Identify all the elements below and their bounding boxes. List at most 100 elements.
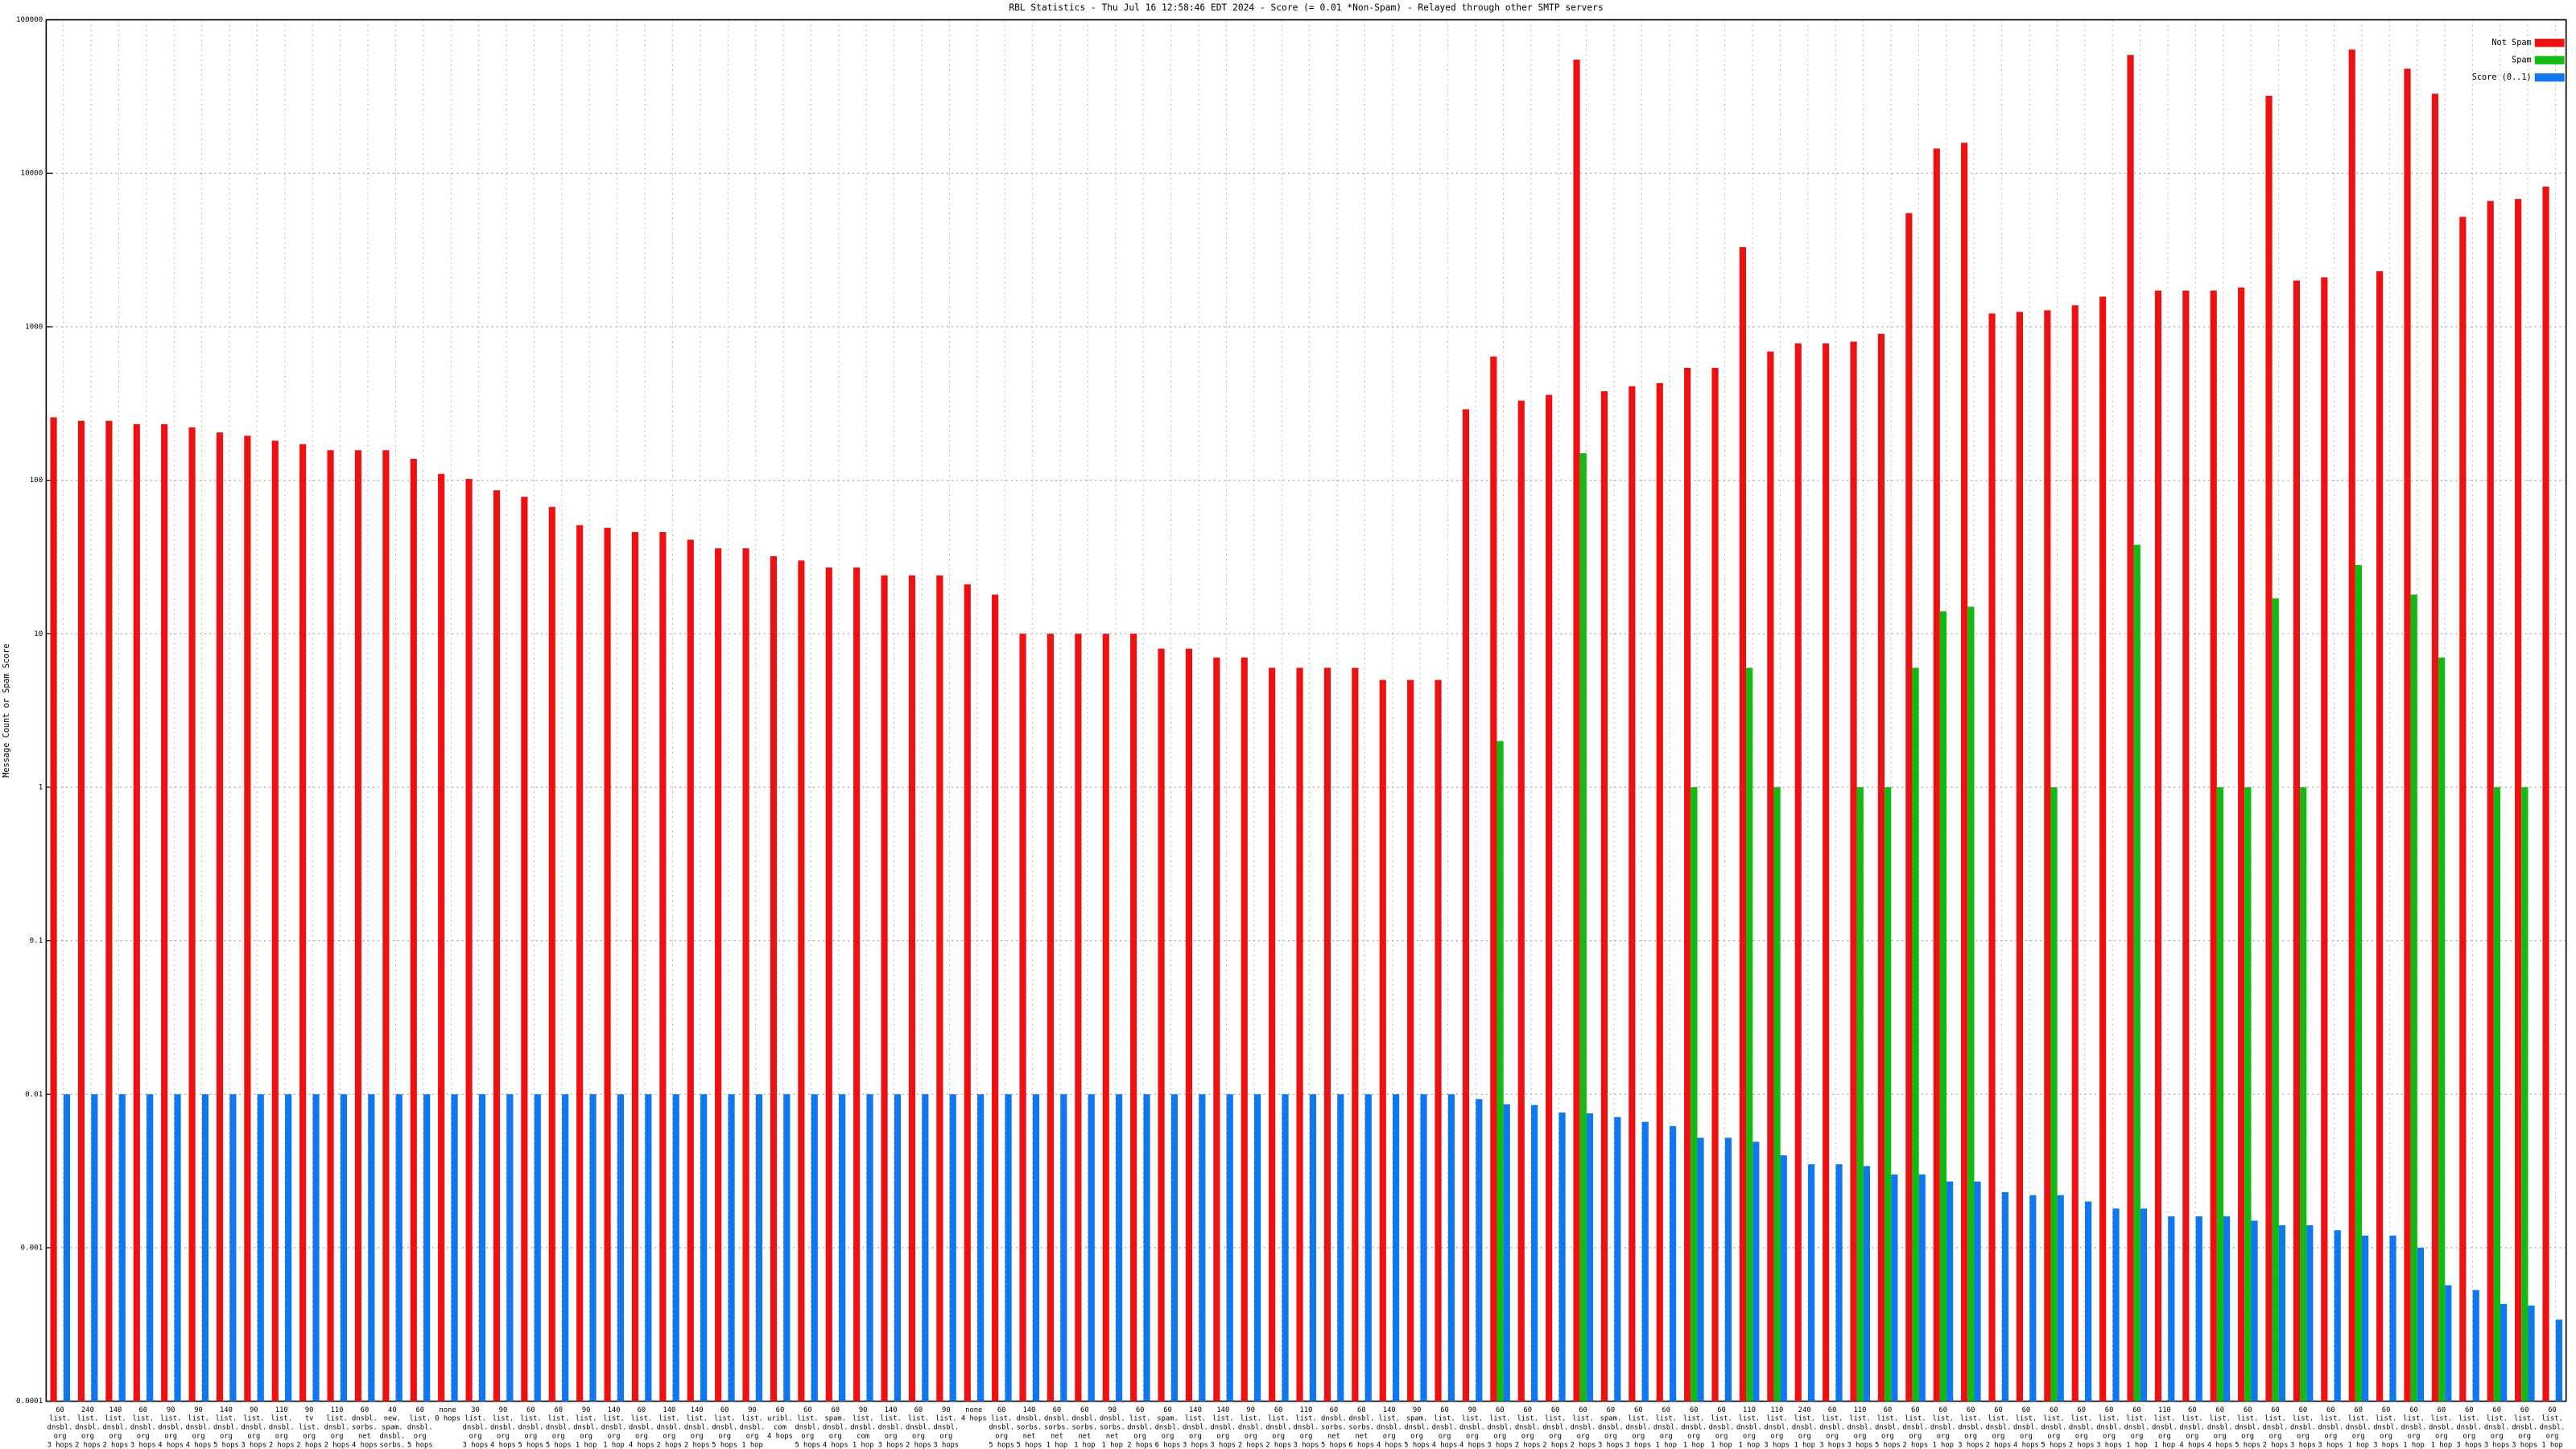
x-tick-line: 60 bbox=[2354, 1406, 2363, 1414]
bar bbox=[1629, 386, 1636, 1402]
x-tick-label: none 0 hops bbox=[435, 1406, 460, 1422]
bar bbox=[147, 1094, 154, 1402]
bar bbox=[2272, 598, 2279, 1402]
x-tick-line: net bbox=[1023, 1432, 1036, 1440]
x-tick-line: dnsbl. bbox=[47, 1423, 73, 1431]
x-tick-line: list. bbox=[1572, 1414, 1593, 1422]
x-tick-label: 60 list. dnsbl. org 2 hops bbox=[1265, 1406, 1291, 1448]
x-tick-line: list. bbox=[908, 1414, 929, 1422]
bar bbox=[866, 1094, 873, 1402]
x-tick-line: 3 hops bbox=[130, 1441, 156, 1449]
x-tick-line: 110 bbox=[331, 1406, 344, 1414]
x-tick-label: 60 list. dnsbl. org 1 hop bbox=[2124, 1406, 2150, 1448]
bar bbox=[2487, 200, 2494, 1402]
legend-swatch bbox=[2534, 56, 2565, 64]
bar bbox=[327, 450, 334, 1402]
x-tick-line: dnsbl. bbox=[823, 1423, 848, 1431]
x-tick-line: dnsbl. bbox=[2235, 1423, 2260, 1431]
x-tick-label: 30 list. dnsbl. org 3 hops bbox=[463, 1406, 489, 1448]
x-tick-line: spam. bbox=[1406, 1414, 1427, 1422]
x-tick-line: 6 hops bbox=[1348, 1441, 1374, 1449]
x-tick-line: list. bbox=[1905, 1414, 1926, 1422]
x-tick-label: 60 list. dnsbl. org 5 hops bbox=[712, 1406, 737, 1448]
bar bbox=[2085, 1201, 2092, 1402]
x-tick-line: 60 bbox=[1994, 1406, 2003, 1414]
x-tick-line: org bbox=[1854, 1432, 1867, 1440]
x-tick-label: 60 dnsbl. sorbs. net 1 hop bbox=[1071, 1406, 1097, 1448]
x-tick-line: dnsbl. bbox=[1709, 1423, 1735, 1431]
x-tick-line: 2 hops bbox=[906, 1441, 931, 1449]
x-tick-line: 140 bbox=[220, 1406, 233, 1414]
bar bbox=[299, 444, 307, 1402]
x-tick-line: list. bbox=[1295, 1414, 1316, 1422]
bar bbox=[1503, 1104, 1510, 1402]
bar bbox=[2438, 657, 2446, 1402]
bar bbox=[1767, 351, 1774, 1402]
x-tick-line: org bbox=[1383, 1432, 1396, 1440]
x-tick-label: 90 list. dnsbl. org 4 hops bbox=[158, 1406, 184, 1448]
bar bbox=[783, 1094, 791, 1402]
x-tick-label: 90 list. dnsbl. org 3 hops bbox=[241, 1406, 266, 1448]
bar bbox=[2493, 786, 2501, 1402]
bar bbox=[2099, 296, 2107, 1402]
x-tick-line: 2 hops bbox=[2069, 1441, 2095, 1449]
x-tick-line: org bbox=[1410, 1432, 1423, 1440]
x-tick-line: list. bbox=[741, 1414, 762, 1422]
x-tick-line: 60 bbox=[2548, 1406, 2557, 1414]
x-tick-line: list. bbox=[2209, 1414, 2230, 1422]
x-tick-line: org bbox=[1632, 1432, 1645, 1440]
bar bbox=[2306, 1225, 2314, 1402]
x-tick-line: org bbox=[303, 1432, 316, 1440]
x-tick-line: dnsbl. bbox=[2484, 1423, 2510, 1431]
bar bbox=[2445, 1285, 2452, 1402]
legend-label: Spam bbox=[2512, 56, 2532, 65]
x-tick-line: 2 hops bbox=[1571, 1441, 1596, 1449]
bar bbox=[1407, 679, 1414, 1402]
x-tick-line: sorbs. bbox=[1348, 1423, 1374, 1431]
x-tick-line: 60 bbox=[526, 1406, 535, 1414]
x-tick-line: dnsbl. bbox=[1071, 1414, 1097, 1422]
bar bbox=[2244, 786, 2252, 1402]
x-tick-line: org bbox=[2103, 1432, 2116, 1440]
x-tick-label: 60 list. dnsbl. org 3 hops bbox=[2096, 1406, 2122, 1448]
x-tick-label: 60 list. dnsbl. org 1 hop bbox=[1653, 1406, 1679, 1448]
x-tick-line: 1 hop bbox=[1101, 1441, 1122, 1449]
bar bbox=[2521, 786, 2529, 1402]
x-tick-line: dnsbl. bbox=[2069, 1423, 2095, 1431]
x-tick-label: 60 list. dnsbl. org 3 hops bbox=[2290, 1406, 2316, 1448]
x-tick-label: 140 list. dnsbl. org 3 hops bbox=[878, 1406, 904, 1448]
bar bbox=[1170, 1094, 1179, 1402]
bar bbox=[244, 436, 251, 1402]
x-tick-line: org bbox=[912, 1432, 925, 1440]
bar bbox=[1614, 1117, 1621, 1402]
x-tick-line: org bbox=[580, 1432, 592, 1440]
x-tick-line: list. bbox=[1960, 1414, 1981, 1422]
bar bbox=[1961, 142, 1968, 1402]
x-tick-line: 3 hops bbox=[2456, 1441, 2482, 1449]
x-tick-label: 60 list. dnsbl. org 3 hops bbox=[2484, 1406, 2510, 1448]
x-tick-line: 90 bbox=[748, 1406, 757, 1414]
x-tick-line: list. bbox=[2541, 1414, 2562, 1422]
bar bbox=[949, 1094, 956, 1402]
x-tick-line: 60 bbox=[1080, 1406, 1089, 1414]
x-tick-line: 3 hops bbox=[1958, 1441, 1984, 1449]
x-tick-line: list. bbox=[714, 1414, 735, 1422]
bar bbox=[1323, 667, 1331, 1402]
bar bbox=[1075, 634, 1082, 1402]
x-tick-line: org bbox=[109, 1432, 122, 1440]
bar bbox=[2223, 1216, 2231, 1402]
x-tick-label: 60 list. dnsbl. org 1 hop bbox=[1930, 1406, 1956, 1448]
x-tick-line: org bbox=[1770, 1432, 1783, 1440]
x-tick-label: 60 list. dnsbl. org 5 hops bbox=[407, 1406, 433, 1448]
bar bbox=[1241, 657, 1248, 1402]
x-tick-line: org bbox=[220, 1432, 233, 1440]
bar bbox=[1573, 60, 1580, 1402]
x-tick-line: sorbs. bbox=[1017, 1423, 1042, 1431]
x-tick-label: 60 dnsbl. sorbs. net 6 hops bbox=[1348, 1406, 1374, 1448]
x-tick-line: dnsbl. bbox=[1598, 1423, 1624, 1431]
x-tick-line: 5 hops bbox=[407, 1441, 433, 1449]
x-tick-line: 140 bbox=[1189, 1406, 1202, 1414]
x-tick-line: list. bbox=[2514, 1414, 2535, 1422]
x-tick-line: 60 bbox=[1634, 1406, 1643, 1414]
x-tick-line: dnsbl. bbox=[324, 1423, 350, 1431]
